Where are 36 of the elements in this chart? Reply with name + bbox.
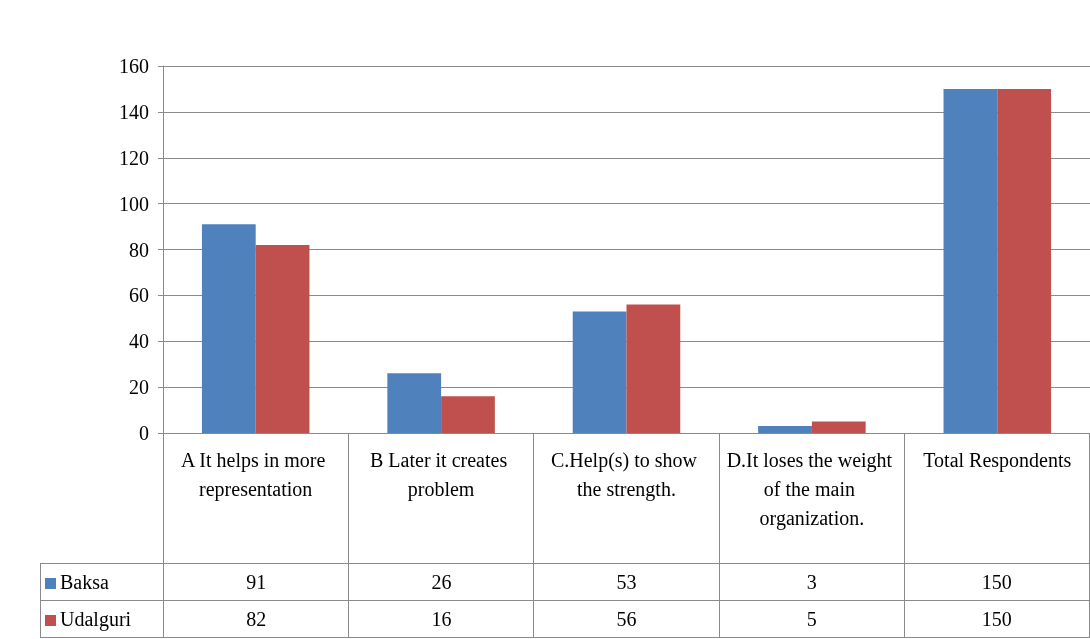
bar <box>572 311 627 433</box>
y-tick-label: 20 <box>129 376 149 399</box>
data-label: 16 <box>348 600 534 638</box>
legend-label: Udalguri <box>40 600 164 638</box>
bar <box>255 244 310 433</box>
data-label: 3 <box>719 563 905 601</box>
bar <box>626 304 681 433</box>
x-tick-label: B Later it creates problem <box>370 448 513 501</box>
y-tick-label: 60 <box>129 284 149 307</box>
data-label: 26 <box>348 563 534 601</box>
data-label: 150 <box>904 563 1090 601</box>
y-tick-label: 160 <box>119 55 149 77</box>
x-tick-label: Total Respondents <box>923 448 1072 472</box>
bar <box>441 396 495 433</box>
bar <box>758 426 812 433</box>
bar <box>387 373 442 433</box>
x-tick-label: A It helps in more representation <box>180 448 331 501</box>
data-label: 150 <box>904 600 1090 638</box>
y-tick-label: 100 <box>119 192 149 215</box>
legend-label: Baksa <box>40 563 164 601</box>
x-tick-label: D.It loses the weight of the main organization. <box>726 448 898 530</box>
data-label: 56 <box>533 600 720 638</box>
y-tick-label: 80 <box>129 238 149 261</box>
y-tick-label: 140 <box>119 100 149 123</box>
data-label: 91 <box>163 563 349 601</box>
bar <box>943 88 998 433</box>
y-tick-label: 0 <box>139 422 149 444</box>
x-tick-label: C.Help(s) to show the strength. <box>550 448 703 501</box>
bar <box>997 88 1052 433</box>
bar <box>811 421 866 433</box>
data-label: 5 <box>719 600 905 638</box>
data-label: 53 <box>533 563 720 601</box>
y-tick-label: 40 <box>129 330 149 353</box>
bar <box>201 224 256 433</box>
y-tick-label: 120 <box>119 146 149 169</box>
data-label: 82 <box>163 600 349 638</box>
